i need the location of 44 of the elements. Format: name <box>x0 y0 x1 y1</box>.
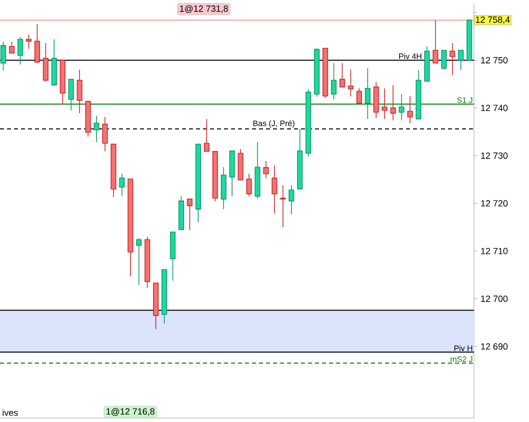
y-tick-label: 12 700 <box>481 296 508 302</box>
annotation: 1@12 716,8 <box>106 408 154 416</box>
candlestick <box>263 160 269 178</box>
candlestick <box>34 24 40 64</box>
candlestick <box>288 184 294 215</box>
candlestick <box>204 118 210 152</box>
candlestick <box>272 164 278 214</box>
candlestick <box>68 78 74 111</box>
ref-line-label: 12 758,4 <box>476 16 510 24</box>
candlestick <box>432 20 438 64</box>
candlestick <box>441 50 447 70</box>
candlestick <box>42 42 48 82</box>
candlestick <box>339 62 346 88</box>
y-tick-label: 12 740 <box>481 104 508 112</box>
candlestick <box>186 198 192 230</box>
candlestick <box>136 238 142 286</box>
y-tick-label: 12 710 <box>481 248 508 254</box>
candlestick <box>26 34 32 50</box>
y-tick-label: 12 720 <box>481 200 508 207</box>
candlestick <box>94 115 100 143</box>
candlestick <box>407 96 413 124</box>
candlestick <box>246 173 252 197</box>
candlestick <box>0 41 6 72</box>
candlestick <box>356 88 362 104</box>
candlestick <box>450 42 456 76</box>
candlestick <box>382 88 388 120</box>
candlestick <box>398 94 404 121</box>
candlestick <box>280 184 286 228</box>
annotation: ives <box>2 409 18 416</box>
annotation: 1@12 731,8 <box>180 5 228 13</box>
candlestick <box>330 62 337 100</box>
y-tick-label: 12 730 <box>481 152 508 159</box>
candlestick <box>17 36 24 65</box>
candlestick <box>458 50 464 71</box>
candlestick <box>220 166 226 210</box>
candlestick <box>9 41 15 54</box>
candlestick <box>76 69 82 114</box>
y-tick-label: 12 690 <box>481 343 508 350</box>
candlestick <box>348 68 354 97</box>
candlestick <box>390 84 396 121</box>
candlestick <box>102 116 108 152</box>
candlestick <box>119 173 125 197</box>
y-tick-label: 12 750 <box>481 57 508 64</box>
candlestick <box>364 68 370 120</box>
